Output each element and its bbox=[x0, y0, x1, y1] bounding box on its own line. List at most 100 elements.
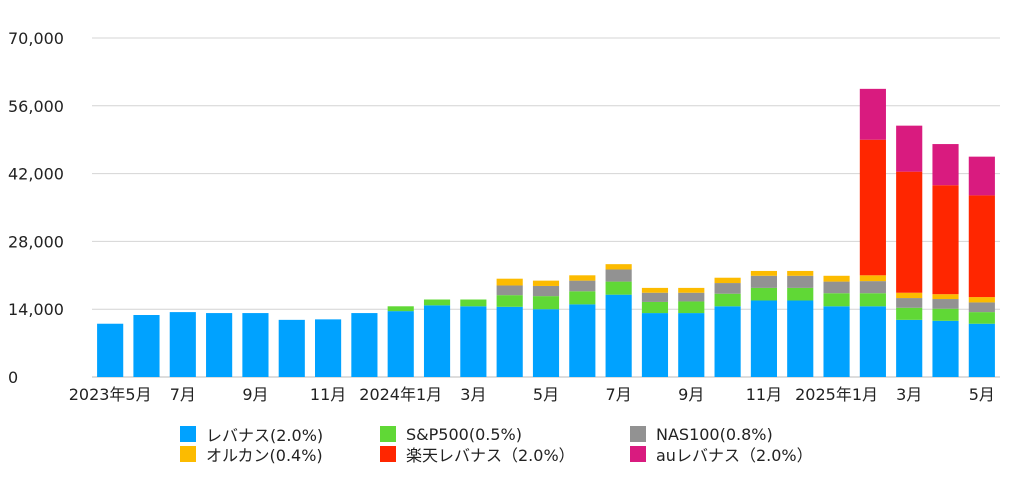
bar-segment bbox=[859, 293, 886, 307]
legend-label: オルカン(0.4%) bbox=[206, 446, 323, 465]
bar-segment bbox=[968, 156, 995, 196]
bar-segment bbox=[714, 277, 741, 284]
legend-label: auレバナス（2.0%） bbox=[656, 446, 813, 465]
bar-segment bbox=[968, 302, 995, 313]
x-tick-label: 11月 bbox=[310, 385, 346, 404]
x-tick-label: 3月 bbox=[896, 385, 922, 404]
bar-segment bbox=[896, 307, 923, 320]
y-tick-label: 0 bbox=[8, 368, 18, 387]
bar-segment bbox=[859, 139, 886, 276]
bar-segment bbox=[532, 285, 560, 297]
bar-segment bbox=[641, 301, 669, 314]
bar-segment bbox=[315, 319, 342, 377]
bar-segment bbox=[823, 306, 850, 377]
x-tick-label: 2023年5月 bbox=[69, 385, 152, 404]
bar-segment bbox=[750, 287, 777, 301]
legend-item-orukan: オルカン(0.4%) bbox=[180, 444, 380, 465]
y-tick-label: 70,000 bbox=[8, 29, 64, 48]
bar-segment bbox=[641, 287, 669, 293]
legend-swatch bbox=[180, 446, 196, 462]
x-tick-label: 9月 bbox=[242, 385, 268, 404]
y-tick-label: 28,000 bbox=[8, 232, 64, 251]
bar-segment bbox=[714, 293, 741, 307]
bar-segment bbox=[678, 301, 705, 314]
bar-segment bbox=[460, 306, 487, 377]
bar-segment bbox=[169, 312, 196, 377]
legend-item-sp500: S&P500(0.5%) bbox=[380, 424, 630, 444]
y-tick-label: 14,000 bbox=[8, 300, 64, 319]
bar-segment bbox=[569, 275, 596, 281]
legend-swatch bbox=[380, 446, 396, 462]
bar-segment bbox=[387, 306, 414, 312]
bar-segment bbox=[605, 269, 632, 282]
legend: レバナス(2.0%) S&P500(0.5%) NAS100(0.8%) オルカ… bbox=[180, 424, 860, 465]
legend-item-levnas: レバナス(2.0%) bbox=[180, 424, 380, 445]
bar-segment bbox=[569, 291, 596, 305]
bar-segment bbox=[896, 125, 923, 172]
bar-segment bbox=[787, 275, 814, 288]
legend-label: 楽天レバナス（2.0%） bbox=[406, 446, 575, 465]
bar-segment bbox=[423, 299, 451, 306]
legend-item-nas100: NAS100(0.8%) bbox=[630, 424, 830, 444]
bar-segment bbox=[387, 311, 414, 377]
bar-segment bbox=[678, 313, 705, 377]
bar-segment bbox=[968, 312, 995, 324]
legend-swatch bbox=[180, 426, 196, 442]
bar-segment bbox=[532, 280, 560, 286]
bar-segment bbox=[932, 308, 959, 321]
bar-segment bbox=[932, 294, 959, 300]
x-tick-label: 7月 bbox=[606, 385, 632, 404]
bar-segment bbox=[787, 270, 814, 276]
bar-segment bbox=[351, 313, 378, 377]
y-tick-label: 56,000 bbox=[8, 97, 64, 116]
bar-segment bbox=[896, 319, 923, 377]
x-tick-label: 2025年1月 bbox=[795, 385, 878, 404]
bar-segment bbox=[460, 299, 487, 307]
bar-segment bbox=[932, 299, 959, 309]
x-tick-label: 7月 bbox=[170, 385, 196, 404]
bar-segment bbox=[750, 270, 777, 276]
bar-segment bbox=[496, 306, 523, 377]
bar-segment bbox=[133, 315, 160, 377]
bar-segment bbox=[859, 275, 886, 282]
x-tick-label: 3月 bbox=[460, 385, 486, 404]
bar-segment bbox=[605, 264, 632, 270]
bar-segment bbox=[641, 292, 669, 302]
bar-segment bbox=[242, 313, 269, 377]
bar-segment bbox=[932, 320, 959, 377]
x-tick-label: 11月 bbox=[746, 385, 782, 404]
bar-segment bbox=[532, 309, 560, 377]
bar-segment bbox=[714, 306, 741, 377]
bar-segment bbox=[714, 283, 741, 294]
bar-segment bbox=[859, 306, 886, 377]
bar-segment bbox=[968, 195, 995, 298]
x-tick-label: 9月 bbox=[678, 385, 704, 404]
bar-segment bbox=[605, 294, 632, 377]
bar-segment bbox=[750, 275, 777, 288]
bar-segment bbox=[278, 319, 305, 377]
legend-label: S&P500(0.5%) bbox=[406, 424, 522, 444]
bar-segment bbox=[569, 304, 596, 377]
bar-segment bbox=[932, 144, 959, 186]
bar-segment bbox=[569, 280, 596, 292]
bar-segment bbox=[859, 281, 886, 294]
bar-segment bbox=[968, 297, 995, 303]
legend-swatch bbox=[380, 426, 396, 442]
bar-segment bbox=[896, 171, 923, 293]
bar-segment bbox=[641, 313, 669, 377]
bar-segment bbox=[206, 313, 233, 377]
bar-segment bbox=[496, 278, 523, 286]
bar-segment bbox=[423, 305, 451, 377]
legend-label: レバナス(2.0%) bbox=[206, 426, 324, 445]
x-tick-label: 5月 bbox=[533, 385, 559, 404]
bar-segment bbox=[968, 323, 995, 377]
bar-segment bbox=[823, 275, 850, 282]
bar-segment bbox=[896, 298, 923, 308]
y-tick-label: 42,000 bbox=[8, 165, 64, 184]
x-tick-label: 5月 bbox=[969, 385, 995, 404]
bar-segment bbox=[823, 281, 850, 294]
bar-segment bbox=[678, 287, 705, 293]
bar-segment bbox=[496, 295, 523, 307]
bar-segment bbox=[750, 300, 777, 377]
